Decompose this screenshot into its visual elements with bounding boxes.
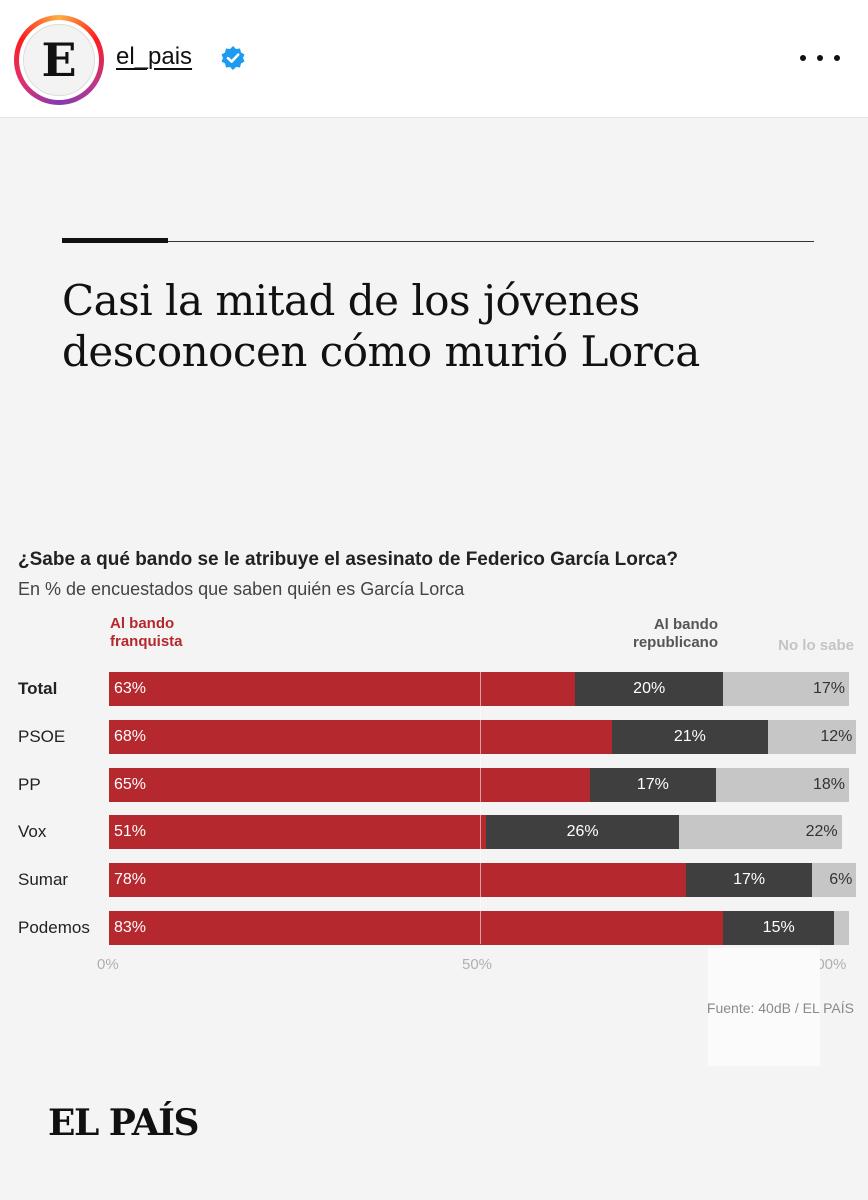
bar-republicano: 15% [723, 911, 835, 945]
bar-franquista: 78% [109, 863, 687, 897]
story-ring[interactable]: E [14, 15, 104, 105]
dot-icon [834, 55, 840, 61]
bar-franquista: 68% [109, 720, 613, 754]
headline-rule-accent [62, 238, 168, 243]
legend-republicano-line2: republicano [632, 634, 718, 651]
data-label: 65% [114, 776, 147, 793]
row-label-pp: PP [18, 775, 41, 794]
data-label: 18% [812, 776, 845, 793]
bar-no-sabe: 17% [723, 672, 849, 706]
data-label: 78% [114, 871, 147, 888]
chart-title: ¿Sabe a qué bando se le atribuye el ases… [18, 549, 678, 570]
bar-row-pp: 65% 17% 18% [109, 768, 849, 802]
avatar[interactable]: E [19, 20, 99, 100]
row-label-vox: Vox [18, 822, 47, 841]
bar-republicano: 17% [590, 768, 716, 802]
el-pais-logo: EL PAÍS [48, 1102, 200, 1144]
bar-row-psoe: 68% 21% 12% [109, 720, 857, 754]
data-label: 12% [820, 728, 853, 745]
data-label: 17% [636, 776, 669, 793]
data-label: 83% [114, 919, 147, 936]
legend-republicano: Al bando republicano [590, 616, 718, 652]
data-label: 68% [114, 728, 147, 745]
more-options-icon[interactable] [800, 44, 840, 72]
data-label: 17% [733, 871, 766, 888]
data-label: 63% [114, 680, 147, 697]
data-label: 20% [633, 680, 666, 697]
bar-republicano: 26% [486, 815, 679, 849]
data-label: 22% [805, 823, 838, 840]
avatar-letter: E [23, 24, 95, 96]
chart-subtitle: En % de encuestados que saben quién es G… [18, 579, 465, 599]
bar-row-podemos: 83% 15% [109, 911, 849, 945]
data-label: 51% [114, 823, 147, 840]
bar-franquista: 65% [109, 768, 590, 802]
headline: Casi la mitad de los jóvenes desconocen … [62, 276, 700, 376]
bar-row-sumar: 78% 17% 6% [109, 863, 857, 897]
data-label: 6% [829, 871, 853, 888]
row-label-psoe: PSOE [18, 727, 66, 746]
bar-franquista: 51% [109, 815, 487, 849]
legend-franquista-line1: Al bando [110, 615, 175, 632]
bar-no-sabe: 22% [678, 815, 842, 849]
gridline-50 [480, 672, 481, 944]
dot-icon [817, 55, 823, 61]
data-label: 26% [566, 823, 599, 840]
x-tick-0: 0% [97, 956, 119, 973]
dot-icon [800, 55, 806, 61]
data-label: 17% [812, 680, 845, 697]
legend-franquista: Al bando franquista [110, 615, 183, 651]
bar-franquista: 83% [109, 911, 724, 945]
row-label-total: Total [18, 679, 58, 698]
data-label: 21% [673, 728, 706, 745]
legend-no-sabe: No lo sabe [778, 637, 854, 654]
legend-republicano-line1: Al bando [653, 616, 718, 633]
data-label: 15% [762, 919, 795, 936]
bar-republicano: 21% [612, 720, 768, 754]
bar-no-sabe [834, 911, 849, 945]
row-label-podemos: Podemos [18, 918, 90, 937]
row-label-sumar: Sumar [18, 870, 69, 889]
x-tick-50: 50% [462, 956, 493, 973]
bar-republicano: 20% [575, 672, 724, 706]
bar-row-vox: 51% 26% 22% [109, 815, 849, 849]
scan-artifact [708, 948, 820, 1066]
post-header: E el_pais [0, 0, 868, 118]
username-link[interactable]: el_pais [116, 43, 193, 70]
verified-badge-icon [221, 46, 245, 70]
chart-source: Fuente: 40dB / EL PAÍS [706, 1000, 854, 1016]
bar-no-sabe: 18% [715, 768, 849, 802]
headline-rule [62, 241, 814, 242]
legend-franquista-line2: franquista [110, 633, 183, 650]
bar-franquista: 63% [109, 672, 576, 706]
bar-republicano: 17% [686, 863, 812, 897]
bar-no-sabe: 6% [812, 863, 857, 897]
bar-no-sabe: 12% [767, 720, 857, 754]
bar-row-total: 63% 20% 17% [109, 672, 849, 706]
